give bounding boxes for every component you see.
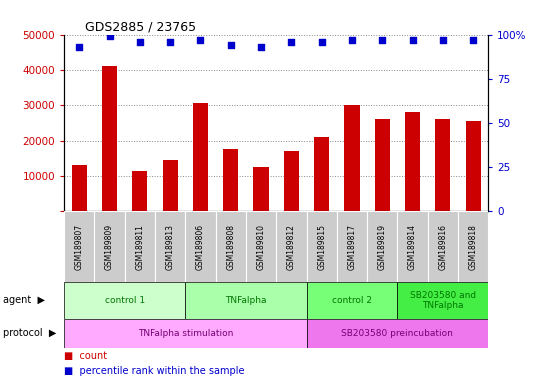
Text: ■  percentile rank within the sample: ■ percentile rank within the sample xyxy=(64,366,244,376)
Text: control 1: control 1 xyxy=(105,296,145,305)
Point xyxy=(439,37,448,43)
Bar xyxy=(185,211,215,282)
Point xyxy=(105,33,114,40)
Bar xyxy=(185,282,306,319)
Point xyxy=(348,37,357,43)
Bar xyxy=(193,103,208,211)
Bar xyxy=(253,167,268,211)
Bar xyxy=(465,121,480,211)
Point xyxy=(378,37,387,43)
Text: GSM189813: GSM189813 xyxy=(166,224,175,270)
Text: TNFalpha: TNFalpha xyxy=(225,296,267,305)
Bar xyxy=(427,211,458,282)
Text: GSM189808: GSM189808 xyxy=(227,224,235,270)
Bar xyxy=(64,319,306,348)
Text: GDS2885 / 23765: GDS2885 / 23765 xyxy=(85,20,196,33)
Bar xyxy=(284,151,299,211)
Point xyxy=(227,42,235,48)
Bar xyxy=(458,211,488,282)
Text: TNFalpha stimulation: TNFalpha stimulation xyxy=(138,329,233,338)
Point xyxy=(469,37,478,43)
Point xyxy=(317,38,326,45)
Point xyxy=(196,37,205,43)
Text: control 2: control 2 xyxy=(332,296,372,305)
Bar xyxy=(223,149,238,211)
Bar xyxy=(64,211,94,282)
Text: GSM189815: GSM189815 xyxy=(317,224,326,270)
Bar xyxy=(125,211,155,282)
Bar xyxy=(276,211,306,282)
Bar xyxy=(162,160,178,211)
Bar xyxy=(94,211,125,282)
Text: ■  count: ■ count xyxy=(64,351,107,361)
Bar xyxy=(367,211,397,282)
Bar xyxy=(397,282,488,319)
Bar xyxy=(215,211,246,282)
Text: GSM189807: GSM189807 xyxy=(75,223,84,270)
Text: protocol  ▶: protocol ▶ xyxy=(3,328,56,338)
Text: GSM189809: GSM189809 xyxy=(105,223,114,270)
Bar xyxy=(102,66,117,211)
Text: GSM189814: GSM189814 xyxy=(408,224,417,270)
Bar xyxy=(132,170,147,211)
Bar xyxy=(337,211,367,282)
Bar xyxy=(246,211,276,282)
Text: GSM189812: GSM189812 xyxy=(287,224,296,270)
Bar xyxy=(435,119,450,211)
Text: GSM189816: GSM189816 xyxy=(439,224,448,270)
Text: SB203580 and
TNFalpha: SB203580 and TNFalpha xyxy=(410,291,476,310)
Text: GSM189811: GSM189811 xyxy=(136,224,145,270)
Text: GSM189818: GSM189818 xyxy=(469,224,478,270)
Bar xyxy=(306,282,397,319)
Point xyxy=(408,37,417,43)
Bar xyxy=(155,211,185,282)
Bar xyxy=(374,119,390,211)
Text: GSM189817: GSM189817 xyxy=(348,224,357,270)
Point xyxy=(287,38,296,45)
Bar xyxy=(306,319,488,348)
Point xyxy=(166,38,175,45)
Text: SB203580 preincubation: SB203580 preincubation xyxy=(341,329,453,338)
Bar xyxy=(64,282,185,319)
Text: GSM189806: GSM189806 xyxy=(196,223,205,270)
Bar xyxy=(397,211,427,282)
Bar xyxy=(306,211,337,282)
Point xyxy=(136,38,145,45)
Bar xyxy=(344,105,359,211)
Bar xyxy=(72,165,87,211)
Text: GSM189819: GSM189819 xyxy=(378,224,387,270)
Point xyxy=(257,44,266,50)
Bar xyxy=(314,137,329,211)
Text: GSM189810: GSM189810 xyxy=(257,224,266,270)
Text: agent  ▶: agent ▶ xyxy=(3,295,45,306)
Bar xyxy=(405,112,420,211)
Point xyxy=(75,44,84,50)
